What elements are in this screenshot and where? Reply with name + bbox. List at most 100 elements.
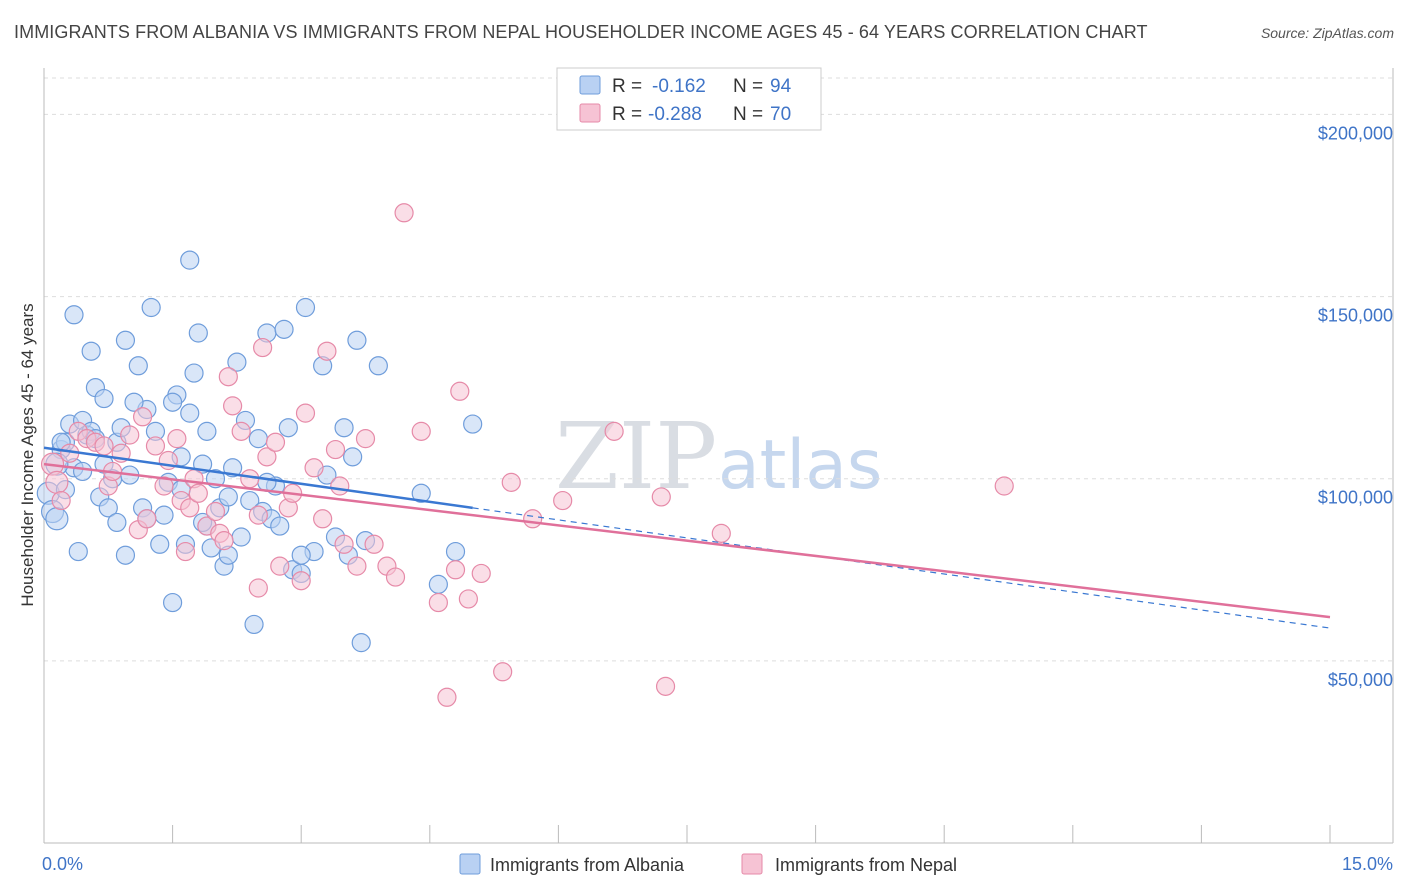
legend-r-label-albania: R = xyxy=(612,76,642,97)
watermark-zip: ZIP xyxy=(555,403,717,510)
nepal-point-31 xyxy=(248,505,268,525)
nepal-point-20 xyxy=(180,498,200,518)
grid-lines xyxy=(44,77,1395,662)
nepal-point-7 xyxy=(94,436,114,456)
nepal-point-44 xyxy=(330,476,350,496)
albania-point-28 xyxy=(150,534,170,554)
bottom-legend-swatch-albania xyxy=(459,853,481,875)
nepal-point-57 xyxy=(458,589,478,609)
albania-point-70 xyxy=(347,330,367,350)
legend-n-value-albania: 94 xyxy=(770,76,792,97)
trend-lines xyxy=(43,446,1331,629)
series-legend: Immigrants from Albania Immigrants from … xyxy=(459,853,957,875)
albania-point-31 xyxy=(163,592,183,613)
nepal-point-43 xyxy=(325,439,346,460)
albania-point-20 xyxy=(115,545,136,565)
nepal-point-38 xyxy=(291,571,311,591)
nepal-point-65 xyxy=(655,676,676,696)
albania-point-83 xyxy=(107,512,127,533)
nepal-point-18 xyxy=(167,429,187,449)
nepal-point-35 xyxy=(270,556,290,576)
nepal-point-52 xyxy=(411,421,431,441)
correlation-legend: R = -0.162 N = 94 R = -0.288 N = 70 xyxy=(556,67,822,131)
nepal-point-39 xyxy=(295,403,316,423)
legend-r-label-nepal: R = xyxy=(612,104,642,125)
y-tick-label-1: $100,000 xyxy=(1318,488,1393,508)
albania-point-73 xyxy=(368,356,388,376)
albania-point-57 xyxy=(270,516,290,536)
albania-point-77 xyxy=(463,414,483,434)
nepal-point-48 xyxy=(364,534,384,554)
albania-point-58 xyxy=(274,319,294,339)
nepal-point-51 xyxy=(394,203,414,223)
albania-point-13 xyxy=(81,341,101,361)
albania-point-52 xyxy=(248,429,268,449)
nepal-point-59 xyxy=(493,662,513,682)
nepal-point-42 xyxy=(317,341,337,361)
albania-point-86 xyxy=(163,392,183,412)
albania-point-36 xyxy=(180,403,200,423)
nepal-point-29 xyxy=(231,421,251,441)
nepal-point-26 xyxy=(214,531,234,551)
nepal-point-55 xyxy=(445,560,466,580)
albania-point-80 xyxy=(72,461,93,482)
legend-box xyxy=(556,67,822,131)
nepal-point-13 xyxy=(132,407,153,427)
albania-point-50 xyxy=(240,490,260,511)
x-tick-label-1: 15.0% xyxy=(1342,854,1393,874)
albania-point-22 xyxy=(115,330,136,350)
nepal-point-64 xyxy=(651,487,671,507)
albania-point-37 xyxy=(184,363,204,383)
nepal-point-14 xyxy=(137,509,157,529)
bottom-legend-label-albania: Immigrants from Albania xyxy=(490,855,685,875)
nepal-point-67 xyxy=(994,476,1014,496)
albania-point-59 xyxy=(278,418,298,438)
legend-swatch-nepal xyxy=(579,103,601,123)
tick-labels: $50,000 $100,000 $150,000 $200,000 0.0% 15.0% xyxy=(42,123,1393,874)
albania-point-23 xyxy=(128,356,148,376)
albania-point-84 xyxy=(124,392,144,412)
nepal-point-41 xyxy=(313,509,333,529)
nepal-point-56 xyxy=(450,381,470,401)
watermark-atlas: atlas xyxy=(718,426,882,505)
albania-trend-line xyxy=(43,446,473,510)
albania-point-47 xyxy=(227,352,247,372)
legend-r-value-albania: -0.162 xyxy=(652,76,706,97)
albania-point-48 xyxy=(231,527,251,547)
nepal-point-40 xyxy=(304,458,324,478)
albania-point-46 xyxy=(223,458,243,478)
nepal-point-1 xyxy=(45,470,69,494)
nepal-point-27 xyxy=(218,367,238,387)
x-tick-label-0: 0.0% xyxy=(42,854,83,874)
albania-point-26 xyxy=(141,297,161,318)
nepal-point-33 xyxy=(257,447,277,467)
albania-point-40 xyxy=(197,421,217,441)
y-tick-label-3: $200,000 xyxy=(1318,123,1393,143)
nepal-point-63 xyxy=(604,421,624,441)
nepal-point-69 xyxy=(175,541,196,562)
bottom-legend-swatch-nepal xyxy=(741,853,763,875)
albania-point-75 xyxy=(428,574,448,594)
nepal-point-53 xyxy=(428,592,448,613)
albania-point-2 xyxy=(45,507,69,531)
axes xyxy=(43,68,1394,844)
albania-point-74 xyxy=(411,483,431,503)
albania-point-91 xyxy=(291,545,311,565)
albania-trend-dashed xyxy=(472,507,1331,629)
series-nepal-points xyxy=(40,203,1014,707)
nepal-point-34 xyxy=(265,432,286,452)
nepal-point-62 xyxy=(553,490,573,511)
albania-point-71 xyxy=(351,633,371,653)
legend-n-label-albania: N = xyxy=(733,76,763,97)
nepal-point-45 xyxy=(334,534,354,554)
nepal-point-11 xyxy=(120,425,140,445)
y-tick-label-2: $150,000 xyxy=(1318,306,1393,326)
nepal-point-58 xyxy=(471,563,491,584)
nepal-point-46 xyxy=(347,556,367,576)
albania-point-15 xyxy=(94,388,114,409)
albania-point-62 xyxy=(295,297,316,318)
nepal-point-24 xyxy=(205,501,226,522)
chart-title: IMMIGRANTS FROM ALBANIA VS IMMIGRANTS FR… xyxy=(14,22,1148,42)
chart-source: Source: ZipAtlas.com xyxy=(1260,25,1394,41)
